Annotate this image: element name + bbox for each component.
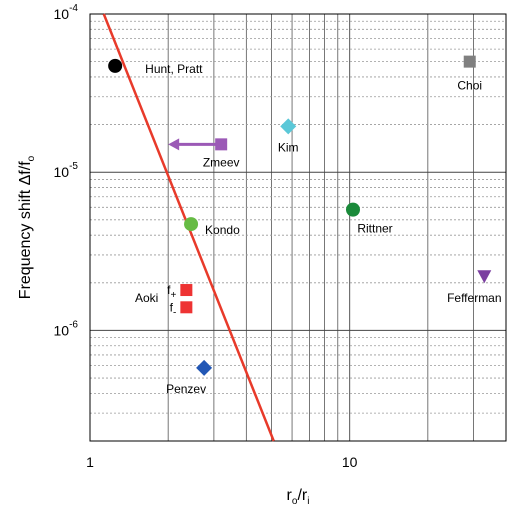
y-tick-label: 10-5 [54, 161, 79, 180]
aoki-marker [180, 301, 193, 314]
x-tick-label: 1 [86, 454, 94, 470]
y-tick-label: 10-4 [54, 3, 79, 22]
hunt-pratt-label: Hunt, Pratt [145, 62, 203, 76]
penzev-label: Penzev [166, 382, 206, 396]
hunt-pratt-marker [108, 58, 123, 73]
rittner-label: Rittner [357, 222, 392, 236]
x-tick-label: 10 [342, 454, 358, 470]
point-labels: Hunt, Pratt Choi Zmeev Kim Kondo Rittner Feffe… [135, 62, 502, 396]
axes: 1 10 10-4 10-5 10-6 [54, 3, 358, 470]
kondo-marker [184, 217, 199, 232]
rittner-marker [345, 202, 360, 217]
penzev-marker [196, 359, 213, 376]
aoki-marker [180, 284, 193, 297]
data-marks [102, 13, 492, 442]
zmeev-label: Zmeev [203, 155, 240, 169]
zmeev-marker [215, 138, 228, 151]
fefferman-label: Fefferman [447, 291, 501, 305]
kim-label: Kim [278, 140, 299, 154]
choi-marker [463, 55, 476, 68]
choi-label: Choi [457, 79, 482, 93]
fefferman-marker [477, 270, 492, 284]
kondo-label: Kondo [205, 223, 240, 237]
y-tick-label: 10-6 [54, 319, 79, 338]
zmeev-arrow-head [168, 138, 180, 151]
kim-marker [280, 118, 297, 135]
aoki-label: Aoki [135, 291, 158, 305]
plot-frame [89, 13, 507, 442]
aoki-sublabel: f+ [167, 283, 176, 301]
aoki-sublabel: f- [170, 300, 177, 318]
grid [90, 14, 506, 441]
y-axis-title: Frequency shift Δf/fo [17, 155, 37, 299]
x-axis-title: ro/ri [287, 487, 310, 507]
